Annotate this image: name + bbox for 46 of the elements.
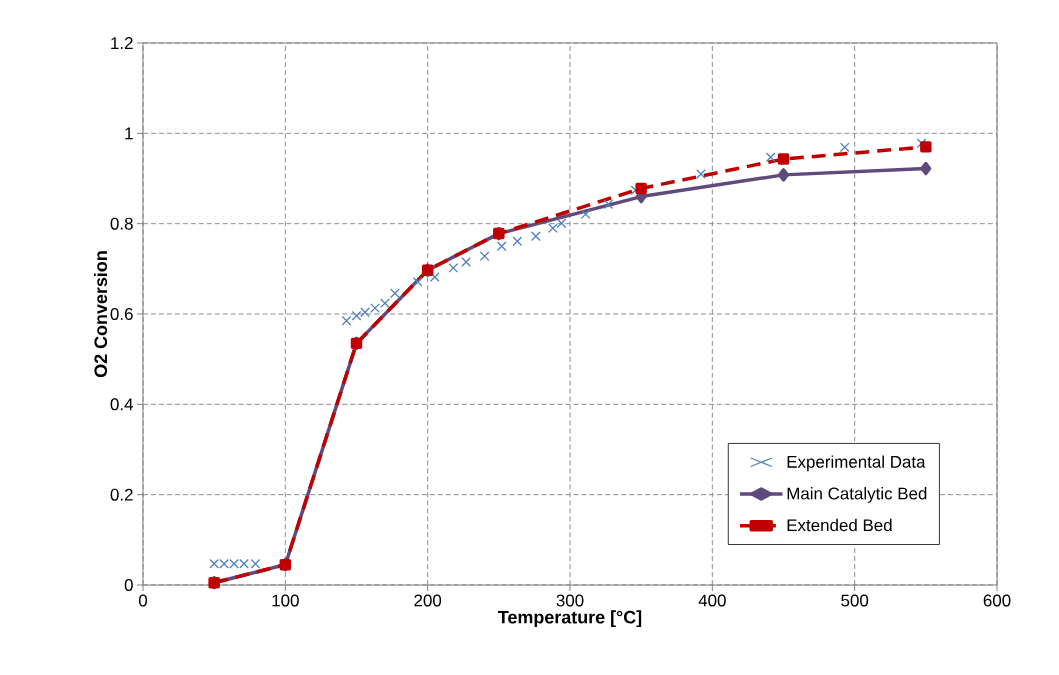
point (765, 152, 776, 163)
point (696, 169, 706, 179)
y-tick-label: 0.4 (110, 398, 133, 411)
point (341, 315, 352, 326)
y-axis-title: O2 Conversion (93, 251, 108, 378)
x-tick-label: 100 (272, 594, 299, 607)
point (920, 161, 932, 176)
point (496, 241, 507, 252)
legend-label: Extended Bed (787, 518, 892, 532)
legend-label: Experimental Data (787, 455, 926, 472)
point (548, 223, 558, 234)
point (461, 257, 471, 267)
point (479, 251, 490, 262)
point (530, 231, 541, 242)
x-axis-title: Temperature [°C] (498, 610, 642, 628)
point (412, 277, 423, 287)
y-tick-label: 0.2 (110, 488, 133, 501)
x-tick-label: 600 (983, 594, 1011, 607)
x-tick-label: 0 (138, 594, 148, 607)
point (778, 168, 789, 182)
point (390, 288, 400, 299)
point (916, 138, 927, 149)
point (448, 263, 459, 273)
y-tick-label: 0.6 (110, 308, 133, 320)
x-tick-label: 500 (841, 594, 869, 607)
point (360, 307, 370, 318)
point (556, 218, 567, 229)
x-tick-label: 400 (698, 594, 726, 607)
point (380, 298, 390, 309)
legend-label: Main Catalytic Bed (787, 487, 927, 503)
point (429, 272, 440, 282)
point (635, 182, 647, 195)
point (603, 199, 614, 210)
y-tick-label: 0.8 (110, 217, 133, 230)
y-tick-label: 0 (124, 579, 133, 591)
point (370, 303, 380, 313)
x-tick-label: 300 (556, 594, 584, 607)
point (580, 209, 591, 220)
y-tick-label: 1 (125, 127, 133, 140)
point (777, 153, 790, 165)
x-tick-label: 200 (414, 594, 442, 607)
point (839, 142, 850, 153)
point (512, 236, 523, 247)
point (920, 141, 932, 153)
y-tick-label: 1.2 (111, 37, 133, 49)
point (351, 310, 362, 321)
